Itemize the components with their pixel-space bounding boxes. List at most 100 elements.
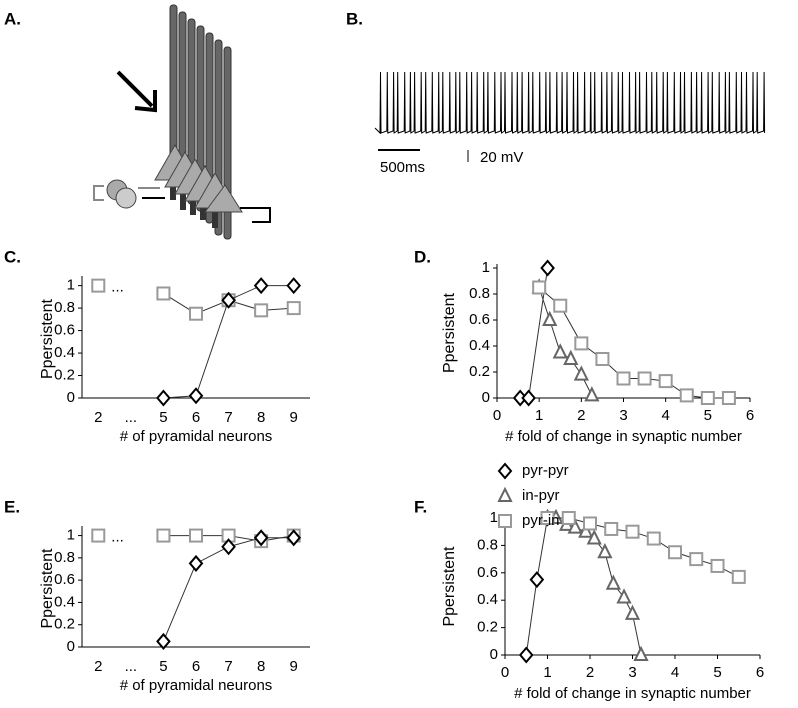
- diamond-marker: [286, 277, 302, 295]
- square-marker: [625, 524, 640, 539]
- x-tick-label: 3: [619, 407, 627, 424]
- x-tick-label: 8: [257, 658, 265, 675]
- x-tick-label: 4: [671, 664, 679, 681]
- x-tick-label: 5: [159, 658, 167, 675]
- x-tick-label: 2: [94, 409, 102, 426]
- x-tick-label: 2: [586, 664, 594, 681]
- y-tick-label: 1: [482, 259, 490, 276]
- diamond-marker: [518, 646, 534, 664]
- x-tick-label: 3: [628, 664, 636, 681]
- y-tick-label: 0.4: [477, 591, 498, 608]
- x-tick-label: 8: [257, 409, 265, 426]
- triangle-marker: [633, 645, 649, 661]
- diamond-marker: [188, 554, 204, 572]
- square-marker: [189, 528, 203, 543]
- square-marker: [553, 298, 568, 313]
- x-axis-label: # fold of change in synaptic number: [514, 685, 751, 702]
- x-tick-label: 5: [713, 664, 721, 681]
- triangle-marker: [605, 574, 621, 590]
- series-line: [547, 517, 739, 578]
- square-marker: [604, 521, 619, 536]
- y-tick-label: 0.8: [469, 285, 490, 302]
- y-tick-label: 0.4: [54, 344, 75, 361]
- x-tick-label: 6: [192, 409, 200, 426]
- diamond-marker: [188, 387, 204, 405]
- y-tick-label: 0.8: [54, 549, 75, 566]
- square-marker: [731, 569, 746, 584]
- diamond-marker: [156, 389, 171, 407]
- y-tick-label: 0.4: [469, 337, 490, 354]
- legend-label: pyr-in: [522, 512, 560, 529]
- x-tick-label: 9: [290, 658, 298, 675]
- x-axis-label: # fold of change in synaptic number: [505, 428, 742, 445]
- panel-label: F.: [414, 497, 427, 516]
- legend-label: pyr-pyr: [522, 462, 569, 479]
- triangle-marker: [578, 522, 594, 538]
- x-axis-label: # of pyramidal neurons: [120, 428, 273, 445]
- diamond-marker: [221, 538, 236, 556]
- diamond-marker: [521, 389, 536, 407]
- square-marker: [721, 391, 736, 405]
- x-tick-label: 6: [746, 407, 754, 424]
- panel-label: B.: [346, 9, 363, 28]
- triangle-marker: [552, 343, 568, 359]
- panel-label: D.: [414, 247, 431, 266]
- square-marker: [254, 303, 269, 318]
- triangle-marker: [563, 349, 579, 365]
- square-marker: [616, 371, 631, 386]
- triangle-marker: [624, 604, 641, 620]
- square-marker: [91, 278, 106, 293]
- y-axis-label: Ppersistent: [39, 298, 56, 379]
- triangle-marker: [616, 588, 632, 604]
- voltage-trace-panel: 500ms 20 mV: [374, 71, 766, 176]
- square-marker: [700, 391, 715, 405]
- square-marker: [658, 374, 673, 389]
- x-tick-label: ...: [125, 409, 138, 426]
- annotation: ...: [111, 529, 124, 546]
- y-tick-label: 0: [482, 389, 490, 406]
- panel-label: E.: [4, 497, 20, 516]
- square-marker: [532, 280, 547, 295]
- scale-label: 500ms: [380, 159, 425, 176]
- y-tick-label: 0: [67, 389, 75, 406]
- square-marker: [156, 286, 171, 301]
- y-tick-label: 0.4: [54, 593, 75, 610]
- y-tick-label: 0.2: [477, 619, 498, 636]
- x-tick-label: 6: [192, 658, 200, 675]
- voltage-trace: [374, 71, 766, 135]
- panel-label: C.: [4, 247, 21, 266]
- x-axis-label: # of pyramidal neurons: [120, 677, 273, 694]
- y-tick-label: 0.6: [54, 571, 75, 588]
- diamond-marker: [253, 277, 269, 295]
- y-tick-label: 0.8: [54, 299, 75, 316]
- square-marker: [286, 301, 301, 316]
- diamond-marker: [221, 291, 236, 309]
- x-tick-label: ...: [125, 658, 138, 675]
- y-tick-label: 0.2: [54, 616, 75, 633]
- x-tick-label: 4: [661, 407, 669, 424]
- y-tick-label: 0.6: [469, 311, 490, 328]
- diamond-marker: [286, 529, 302, 547]
- y-axis-label: Ppersistent: [39, 548, 56, 629]
- x-tick-label: 5: [704, 407, 712, 424]
- y-tick-label: 1: [67, 527, 75, 544]
- triangle-marker: [567, 518, 583, 534]
- square-marker: [710, 558, 725, 573]
- square-marker: [689, 552, 704, 567]
- circuit-diagram: [93, 4, 271, 240]
- x-tick-label: 2: [577, 407, 585, 424]
- panel-label: A.: [4, 9, 21, 28]
- triangle-marker: [597, 543, 613, 559]
- square-marker: [595, 352, 610, 366]
- x-tick-label: 1: [535, 407, 543, 424]
- diamond-marker: [529, 571, 545, 589]
- diamond-marker: [497, 462, 513, 480]
- square-marker: [498, 514, 512, 528]
- square-marker: [540, 511, 555, 525]
- square-marker: [583, 516, 597, 531]
- square-marker: [189, 306, 203, 321]
- y-tick-label: 0.2: [54, 366, 75, 383]
- triangle-marker: [586, 529, 602, 545]
- square-marker: [646, 531, 661, 546]
- y-axis-label: Ppersistent: [441, 546, 458, 627]
